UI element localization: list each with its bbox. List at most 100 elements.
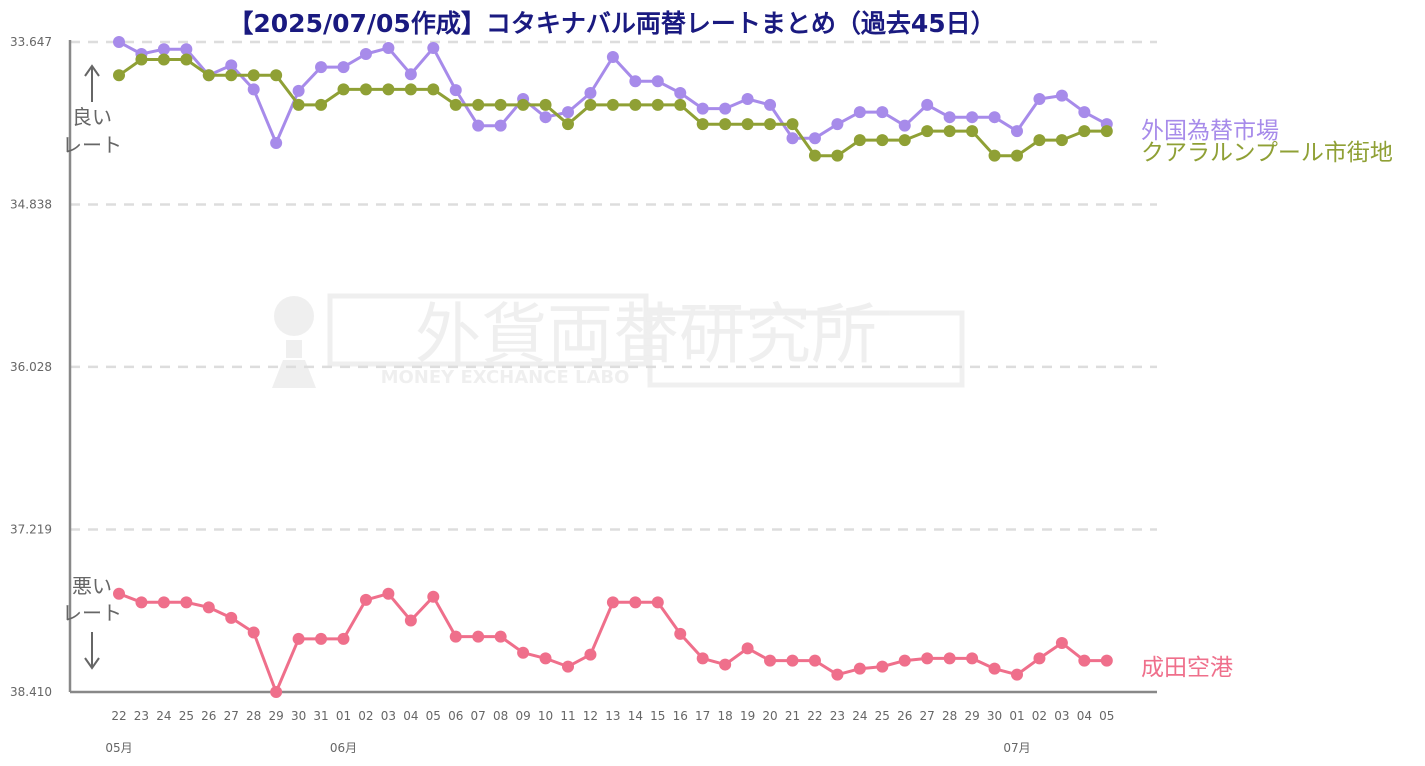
data-point bbox=[1078, 125, 1091, 138]
x-tick-label: 25 bbox=[875, 709, 890, 723]
data-point bbox=[719, 102, 732, 115]
annotation-good-rate: 良い レート bbox=[62, 64, 122, 157]
data-point bbox=[674, 87, 687, 100]
x-tick-label: 28 bbox=[246, 709, 261, 723]
data-point bbox=[539, 652, 552, 665]
x-tick-label: 12 bbox=[583, 709, 598, 723]
watermark-frame bbox=[327, 293, 649, 367]
data-point bbox=[898, 119, 911, 132]
data-point bbox=[157, 596, 170, 609]
data-point bbox=[292, 632, 305, 645]
x-tick-label: 02 bbox=[358, 709, 373, 723]
data-point bbox=[113, 69, 125, 82]
data-point bbox=[337, 83, 350, 96]
data-point bbox=[584, 98, 597, 111]
series-成田空港 bbox=[113, 587, 1113, 698]
data-point bbox=[719, 118, 732, 131]
x-tick-label: 01 bbox=[1009, 709, 1024, 723]
data-point bbox=[382, 83, 395, 96]
data-point bbox=[584, 648, 597, 661]
data-point bbox=[539, 98, 552, 111]
month-label: 07月 bbox=[1003, 741, 1030, 755]
annotation-good-line1: 良い bbox=[72, 105, 112, 129]
data-point bbox=[315, 632, 328, 645]
data-point bbox=[1078, 106, 1091, 119]
watermark: 外貨両替研究所 MONEY EXCHANCE LABO bbox=[272, 293, 965, 388]
data-point bbox=[180, 53, 193, 66]
data-point bbox=[741, 642, 754, 655]
data-point bbox=[853, 662, 866, 675]
x-tick-label: 18 bbox=[718, 709, 733, 723]
data-point bbox=[988, 149, 1001, 162]
data-point bbox=[696, 102, 709, 115]
data-point bbox=[472, 119, 485, 132]
data-point bbox=[853, 134, 866, 147]
watermark-subtitle: MONEY EXCHANCE LABO bbox=[381, 367, 630, 388]
series-line bbox=[118, 592, 1107, 694]
data-point bbox=[494, 119, 507, 132]
data-point bbox=[898, 654, 911, 667]
data-point bbox=[382, 587, 395, 600]
data-point bbox=[270, 136, 283, 149]
data-point bbox=[876, 106, 889, 119]
data-point bbox=[359, 83, 372, 96]
x-tick-label: 06 bbox=[448, 709, 463, 723]
data-point bbox=[337, 61, 350, 74]
data-point bbox=[562, 660, 574, 673]
x-tick-label: 23 bbox=[134, 709, 149, 723]
data-point bbox=[1011, 125, 1023, 138]
data-point bbox=[225, 611, 238, 624]
y-tick-labels: 33.647 34.838 36.028 37.219 38.410 bbox=[10, 35, 52, 699]
x-tick-label: 30 bbox=[291, 709, 306, 723]
x-tick-label: 04 bbox=[403, 709, 418, 723]
data-point bbox=[517, 646, 530, 659]
y-tick-label: 36.028 bbox=[10, 360, 52, 374]
x-tick-label: 05 bbox=[1099, 709, 1114, 723]
x-tick-label: 26 bbox=[201, 709, 216, 723]
data-point bbox=[966, 125, 979, 138]
data-point bbox=[696, 118, 709, 131]
data-point bbox=[943, 652, 956, 665]
month-label: 05月 bbox=[105, 741, 132, 755]
data-point bbox=[270, 686, 283, 698]
x-tick-label: 02 bbox=[1032, 709, 1047, 723]
data-point bbox=[606, 596, 619, 609]
data-point bbox=[719, 658, 732, 671]
x-tick-label: 03 bbox=[1054, 709, 1069, 723]
data-point bbox=[988, 662, 1001, 675]
data-point bbox=[898, 134, 911, 147]
data-point bbox=[988, 111, 1001, 124]
data-point bbox=[764, 654, 777, 667]
x-tick-label: 09 bbox=[515, 709, 530, 723]
data-point bbox=[606, 98, 619, 111]
y-tick-label: 38.410 bbox=[10, 685, 52, 699]
data-point bbox=[831, 118, 844, 131]
data-point bbox=[427, 590, 440, 603]
data-point bbox=[876, 134, 889, 147]
x-tick-label: 03 bbox=[381, 709, 396, 723]
data-point bbox=[786, 132, 799, 145]
x-tick-label: 31 bbox=[313, 709, 328, 723]
chart-title: 【2025/07/05作成】コタキナバル両替レートまとめ（過去45日） bbox=[228, 9, 995, 38]
data-point bbox=[943, 125, 956, 138]
up-arrow-icon bbox=[84, 64, 100, 102]
y-tick-label: 34.838 bbox=[10, 198, 52, 212]
data-point bbox=[808, 149, 821, 162]
x-tick-label: 10 bbox=[538, 709, 553, 723]
y-tick-label: 33.647 bbox=[10, 35, 52, 49]
annotation-bad-rate: 悪い レート bbox=[62, 574, 122, 670]
x-tick-label: 22 bbox=[111, 709, 126, 723]
x-tick-label: 17 bbox=[695, 709, 710, 723]
annotation-good-line2: レート bbox=[62, 133, 122, 157]
data-point bbox=[629, 75, 642, 88]
data-point bbox=[674, 98, 687, 111]
data-point bbox=[741, 118, 754, 131]
data-point bbox=[539, 111, 552, 124]
data-point bbox=[270, 69, 283, 82]
data-point bbox=[741, 93, 754, 106]
data-point bbox=[180, 43, 193, 56]
data-point bbox=[921, 125, 934, 138]
x-tick-label: 01 bbox=[336, 709, 351, 723]
data-point bbox=[404, 83, 417, 96]
